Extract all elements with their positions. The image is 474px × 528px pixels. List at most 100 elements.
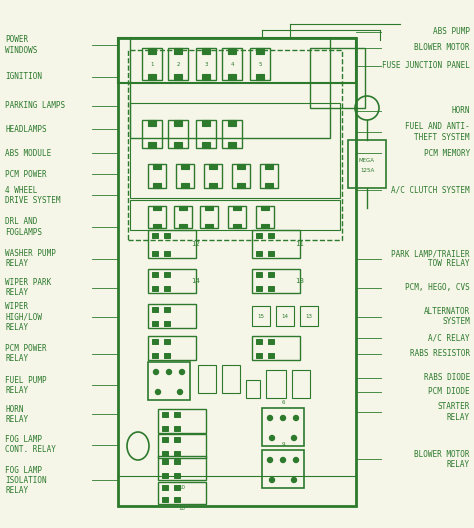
Bar: [348, 140, 386, 188]
Bar: [152, 251, 158, 256]
Bar: [162, 485, 168, 490]
Text: STARTER
RELAY: STARTER RELAY: [438, 402, 470, 421]
Bar: [198, 365, 216, 393]
Text: 4: 4: [167, 353, 171, 358]
Text: ABS PUMP: ABS PUMP: [433, 27, 470, 36]
Circle shape: [155, 390, 161, 394]
Text: 5: 5: [258, 61, 262, 67]
Bar: [205, 206, 213, 210]
Bar: [130, 200, 340, 230]
Text: 11: 11: [295, 241, 304, 247]
Bar: [162, 497, 168, 502]
Text: HORN
RELAY: HORN RELAY: [5, 405, 28, 424]
Bar: [222, 365, 240, 393]
Bar: [261, 206, 269, 210]
Text: PCM, HEGO, CVS: PCM, HEGO, CVS: [405, 283, 470, 293]
Bar: [268, 339, 274, 344]
Text: MEGA: MEGA: [359, 157, 375, 163]
Bar: [262, 408, 304, 446]
Bar: [237, 183, 245, 188]
Text: 14: 14: [191, 278, 201, 284]
Bar: [174, 73, 182, 80]
Bar: [148, 164, 166, 188]
Text: HEADLAMPS: HEADLAMPS: [5, 125, 46, 134]
Bar: [292, 370, 310, 398]
Bar: [228, 143, 236, 148]
Bar: [158, 434, 206, 458]
Bar: [118, 476, 356, 506]
Bar: [174, 412, 180, 417]
Text: PARK LAMP/TRAILER
TOW RELAY: PARK LAMP/TRAILER TOW RELAY: [392, 249, 470, 268]
Bar: [142, 48, 162, 80]
Bar: [130, 38, 330, 138]
Bar: [210, 164, 217, 169]
Bar: [202, 120, 210, 126]
Bar: [233, 206, 241, 210]
Bar: [256, 272, 262, 277]
Bar: [266, 370, 286, 398]
Circle shape: [267, 416, 273, 420]
Bar: [202, 48, 210, 54]
Bar: [148, 269, 196, 293]
Bar: [260, 164, 278, 188]
Text: 15: 15: [257, 314, 264, 318]
Text: FOG LAMP
CONT. RELAY: FOG LAMP CONT. RELAY: [5, 435, 56, 454]
Bar: [200, 206, 218, 228]
Text: 10: 10: [179, 485, 185, 490]
Bar: [154, 223, 161, 228]
Bar: [152, 321, 158, 326]
Bar: [158, 456, 206, 480]
Bar: [176, 164, 194, 188]
Bar: [265, 164, 273, 169]
Bar: [164, 251, 170, 256]
Text: RABS DIODE: RABS DIODE: [424, 373, 470, 382]
Bar: [232, 164, 250, 188]
Text: ABS MODULE: ABS MODULE: [5, 148, 51, 158]
Bar: [164, 321, 170, 326]
Text: DRL AND
FOGLAMPS: DRL AND FOGLAMPS: [5, 218, 42, 237]
Text: 6: 6: [281, 400, 285, 405]
Bar: [162, 473, 168, 478]
Text: 13: 13: [306, 314, 312, 318]
Text: A/C CLUTCH SYSTEM: A/C CLUTCH SYSTEM: [392, 185, 470, 195]
Circle shape: [292, 477, 297, 483]
Circle shape: [267, 457, 273, 463]
Circle shape: [166, 370, 172, 374]
Bar: [252, 269, 300, 293]
Circle shape: [180, 370, 184, 374]
Bar: [164, 339, 170, 344]
Text: HORN: HORN: [452, 106, 470, 116]
Bar: [174, 437, 180, 442]
Bar: [202, 143, 210, 148]
Bar: [252, 306, 270, 326]
Bar: [174, 48, 182, 54]
Bar: [228, 206, 246, 228]
Text: RABS RESISTOR: RABS RESISTOR: [410, 349, 470, 359]
Text: PARKING LAMPS: PARKING LAMPS: [5, 101, 65, 110]
Text: 10: 10: [179, 506, 185, 511]
Bar: [179, 206, 187, 210]
Bar: [174, 206, 192, 228]
Bar: [164, 286, 170, 291]
Bar: [252, 230, 300, 258]
Circle shape: [281, 457, 285, 463]
Bar: [222, 120, 242, 148]
Text: PCM POWER
RELAY: PCM POWER RELAY: [5, 344, 46, 363]
Bar: [130, 103, 340, 198]
Bar: [148, 48, 156, 54]
Bar: [262, 450, 304, 488]
Text: FUSE JUNCTION PANEL: FUSE JUNCTION PANEL: [382, 61, 470, 71]
Text: 2: 2: [165, 353, 169, 358]
Bar: [256, 251, 262, 256]
Text: WIPER PARK
RELAY: WIPER PARK RELAY: [5, 278, 51, 297]
Bar: [164, 272, 170, 277]
Bar: [256, 339, 262, 344]
Text: FUEL PUMP
RELAY: FUEL PUMP RELAY: [5, 376, 46, 395]
Bar: [148, 304, 196, 328]
Text: 2: 2: [176, 61, 180, 67]
Text: 12: 12: [191, 241, 201, 247]
Bar: [233, 223, 241, 228]
Bar: [162, 437, 168, 442]
Bar: [182, 164, 189, 169]
Bar: [237, 164, 245, 169]
